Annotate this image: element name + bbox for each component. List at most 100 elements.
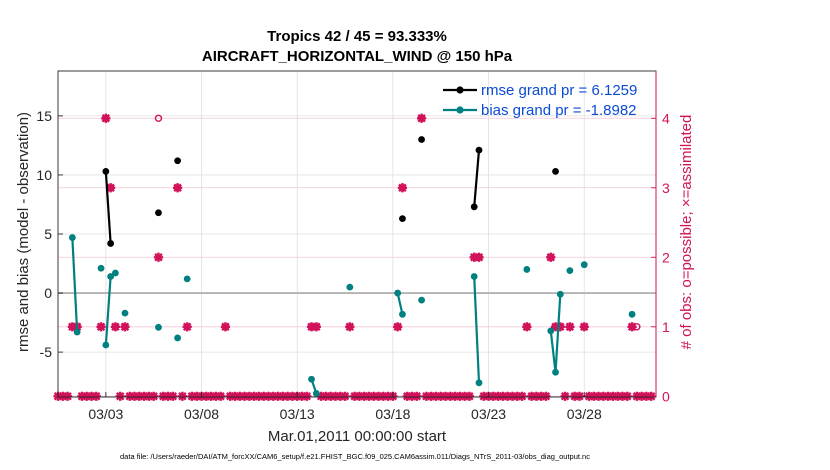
bias-point (97, 264, 105, 272)
obs-assimilated-zero-point (570, 391, 580, 401)
obs-assimilated-zero-point (192, 391, 202, 401)
obs-assimilated-zero-point (517, 391, 527, 401)
obs-assimilated-zero-point (62, 391, 73, 401)
bias-point (556, 290, 564, 298)
y2-tick-label: 2 (662, 249, 670, 265)
bias-point (308, 375, 315, 383)
rmse-legend-marker (456, 86, 464, 94)
obs-assimilated-zero-point (431, 391, 441, 401)
obs-assimilated-zero-point (129, 391, 140, 401)
obs-assimilated-zero-point (158, 391, 168, 401)
rmse-point (418, 136, 425, 143)
obs-assimilated-point (101, 113, 111, 123)
bias-point (121, 309, 129, 317)
plot-area: 03/03 03/08 03/13 03/18 03/23 03/28 -5 0 5 10 15 0 1… (36, 70, 670, 422)
obs-assimilated-zero-point (77, 391, 87, 401)
bias-point (155, 323, 162, 331)
obs-assimilated-point (96, 322, 106, 332)
obs-assimilated-point (579, 322, 589, 332)
obs-assimilated-point (106, 183, 116, 193)
bias-point (183, 275, 191, 283)
obs-assimilated-zero-point (383, 391, 393, 401)
bias-point (68, 234, 76, 241)
obs-assimilated-zero-point (479, 391, 489, 401)
bias-point (102, 341, 110, 349)
obs-assimilated-zero-point (493, 391, 503, 401)
obs-assimilated-point (522, 322, 532, 332)
obs-assimilated-zero-point (527, 391, 537, 401)
y2-tick-label: 3 (662, 180, 670, 196)
bias-legend-marker (456, 106, 464, 114)
obs-assimilated-zero-point (460, 391, 470, 401)
obs-assimilated-point (469, 252, 479, 262)
obs-assimilated-point (345, 322, 355, 332)
obs-assimilated-zero-point (230, 391, 240, 401)
obs-assimilated-zero-point (91, 391, 101, 401)
bias-point (174, 334, 182, 342)
obs-assimilated-zero-point (134, 391, 144, 401)
obs-assimilated-point (474, 252, 484, 262)
obs-assimilated-zero-point (239, 391, 250, 401)
obs-assimilated-zero-point (440, 391, 451, 401)
obs-assimilated-point (397, 183, 408, 193)
obs-assimilated-zero-point (378, 391, 388, 401)
obs-assimilated-zero-point (445, 391, 455, 401)
obs-assimilated-zero-point (450, 391, 460, 401)
x-tick-label: 03/23 (471, 406, 506, 422)
obs-assimilated-zero-point (168, 391, 178, 401)
obs-assimilated-zero-point (503, 391, 513, 401)
bias-point (399, 310, 406, 318)
y-axis-label: rmse and bias (model - observation) (15, 112, 32, 352)
rmse-line-segment (104, 171, 112, 244)
bias-point (107, 273, 115, 280)
y-tick-label: 5 (44, 226, 52, 242)
obs-assimilated-zero-point (201, 391, 211, 401)
obs-assimilated-zero-point (407, 391, 417, 401)
rmse-point (102, 167, 110, 175)
obs-assimilated-zero-point (574, 391, 585, 401)
obs-assimilated-zero-point (163, 391, 173, 401)
obs-assimilated-zero-point (259, 391, 269, 401)
obs-assimilated-zero-point (297, 391, 307, 401)
bias-point (566, 267, 574, 275)
obs-assimilated-zero-point (603, 391, 613, 401)
rmse-point (107, 240, 115, 247)
obs-assimilated-zero-point (531, 391, 541, 401)
bias-legend-label: bias grand pr = -1.8982 (481, 102, 637, 119)
bias-line-segment (554, 294, 562, 373)
obs-assimilated-point (182, 322, 192, 332)
obs-assimilated-zero-point (330, 391, 341, 401)
obs-assimilated-zero-point (593, 391, 604, 401)
rmse-point (470, 203, 478, 211)
obs-assimilated-zero-point (584, 391, 594, 401)
obs-assimilated-zero-point (326, 391, 336, 401)
rmse-legend-label: rmse grand pr = 6.1259 (481, 82, 637, 99)
obs-assimilated-zero-point (464, 391, 475, 401)
obs-assimilated-point (565, 322, 575, 332)
y2-tick-label: 1 (662, 319, 670, 335)
rmse-point (399, 215, 406, 223)
x-tick-label: 03/08 (184, 406, 219, 422)
obs-assimilated-zero-point (139, 391, 149, 401)
bias-point (628, 310, 636, 318)
obs-assimilated-point (555, 322, 565, 332)
y2-tick-label: 4 (662, 110, 670, 126)
obs-assimilated-zero-point (560, 391, 570, 401)
obs-assimilated-zero-point (613, 391, 623, 401)
obs-assimilated-zero-point (622, 391, 632, 401)
bias-line-segment (473, 276, 481, 383)
obs-assimilated-point (67, 322, 77, 332)
bias-point (346, 283, 354, 291)
y-tick-label: 10 (36, 167, 52, 183)
obs-assimilated-point (153, 252, 164, 262)
bias-point (73, 328, 81, 336)
obs-assimilated-zero-point (263, 391, 274, 401)
y-tick-label: 0 (44, 285, 52, 301)
obs-assimilated-zero-point (321, 391, 331, 401)
obs-assimilated-zero-point (335, 391, 345, 401)
obs-assimilated-zero-point (455, 391, 465, 401)
obs-assimilated-zero-point (82, 391, 92, 401)
obs-assimilated-zero-point (426, 391, 436, 401)
obs-assimilated-point (416, 113, 427, 123)
right-y-axis-label: # of obs: o=possible; ×=assimilated (678, 115, 695, 350)
